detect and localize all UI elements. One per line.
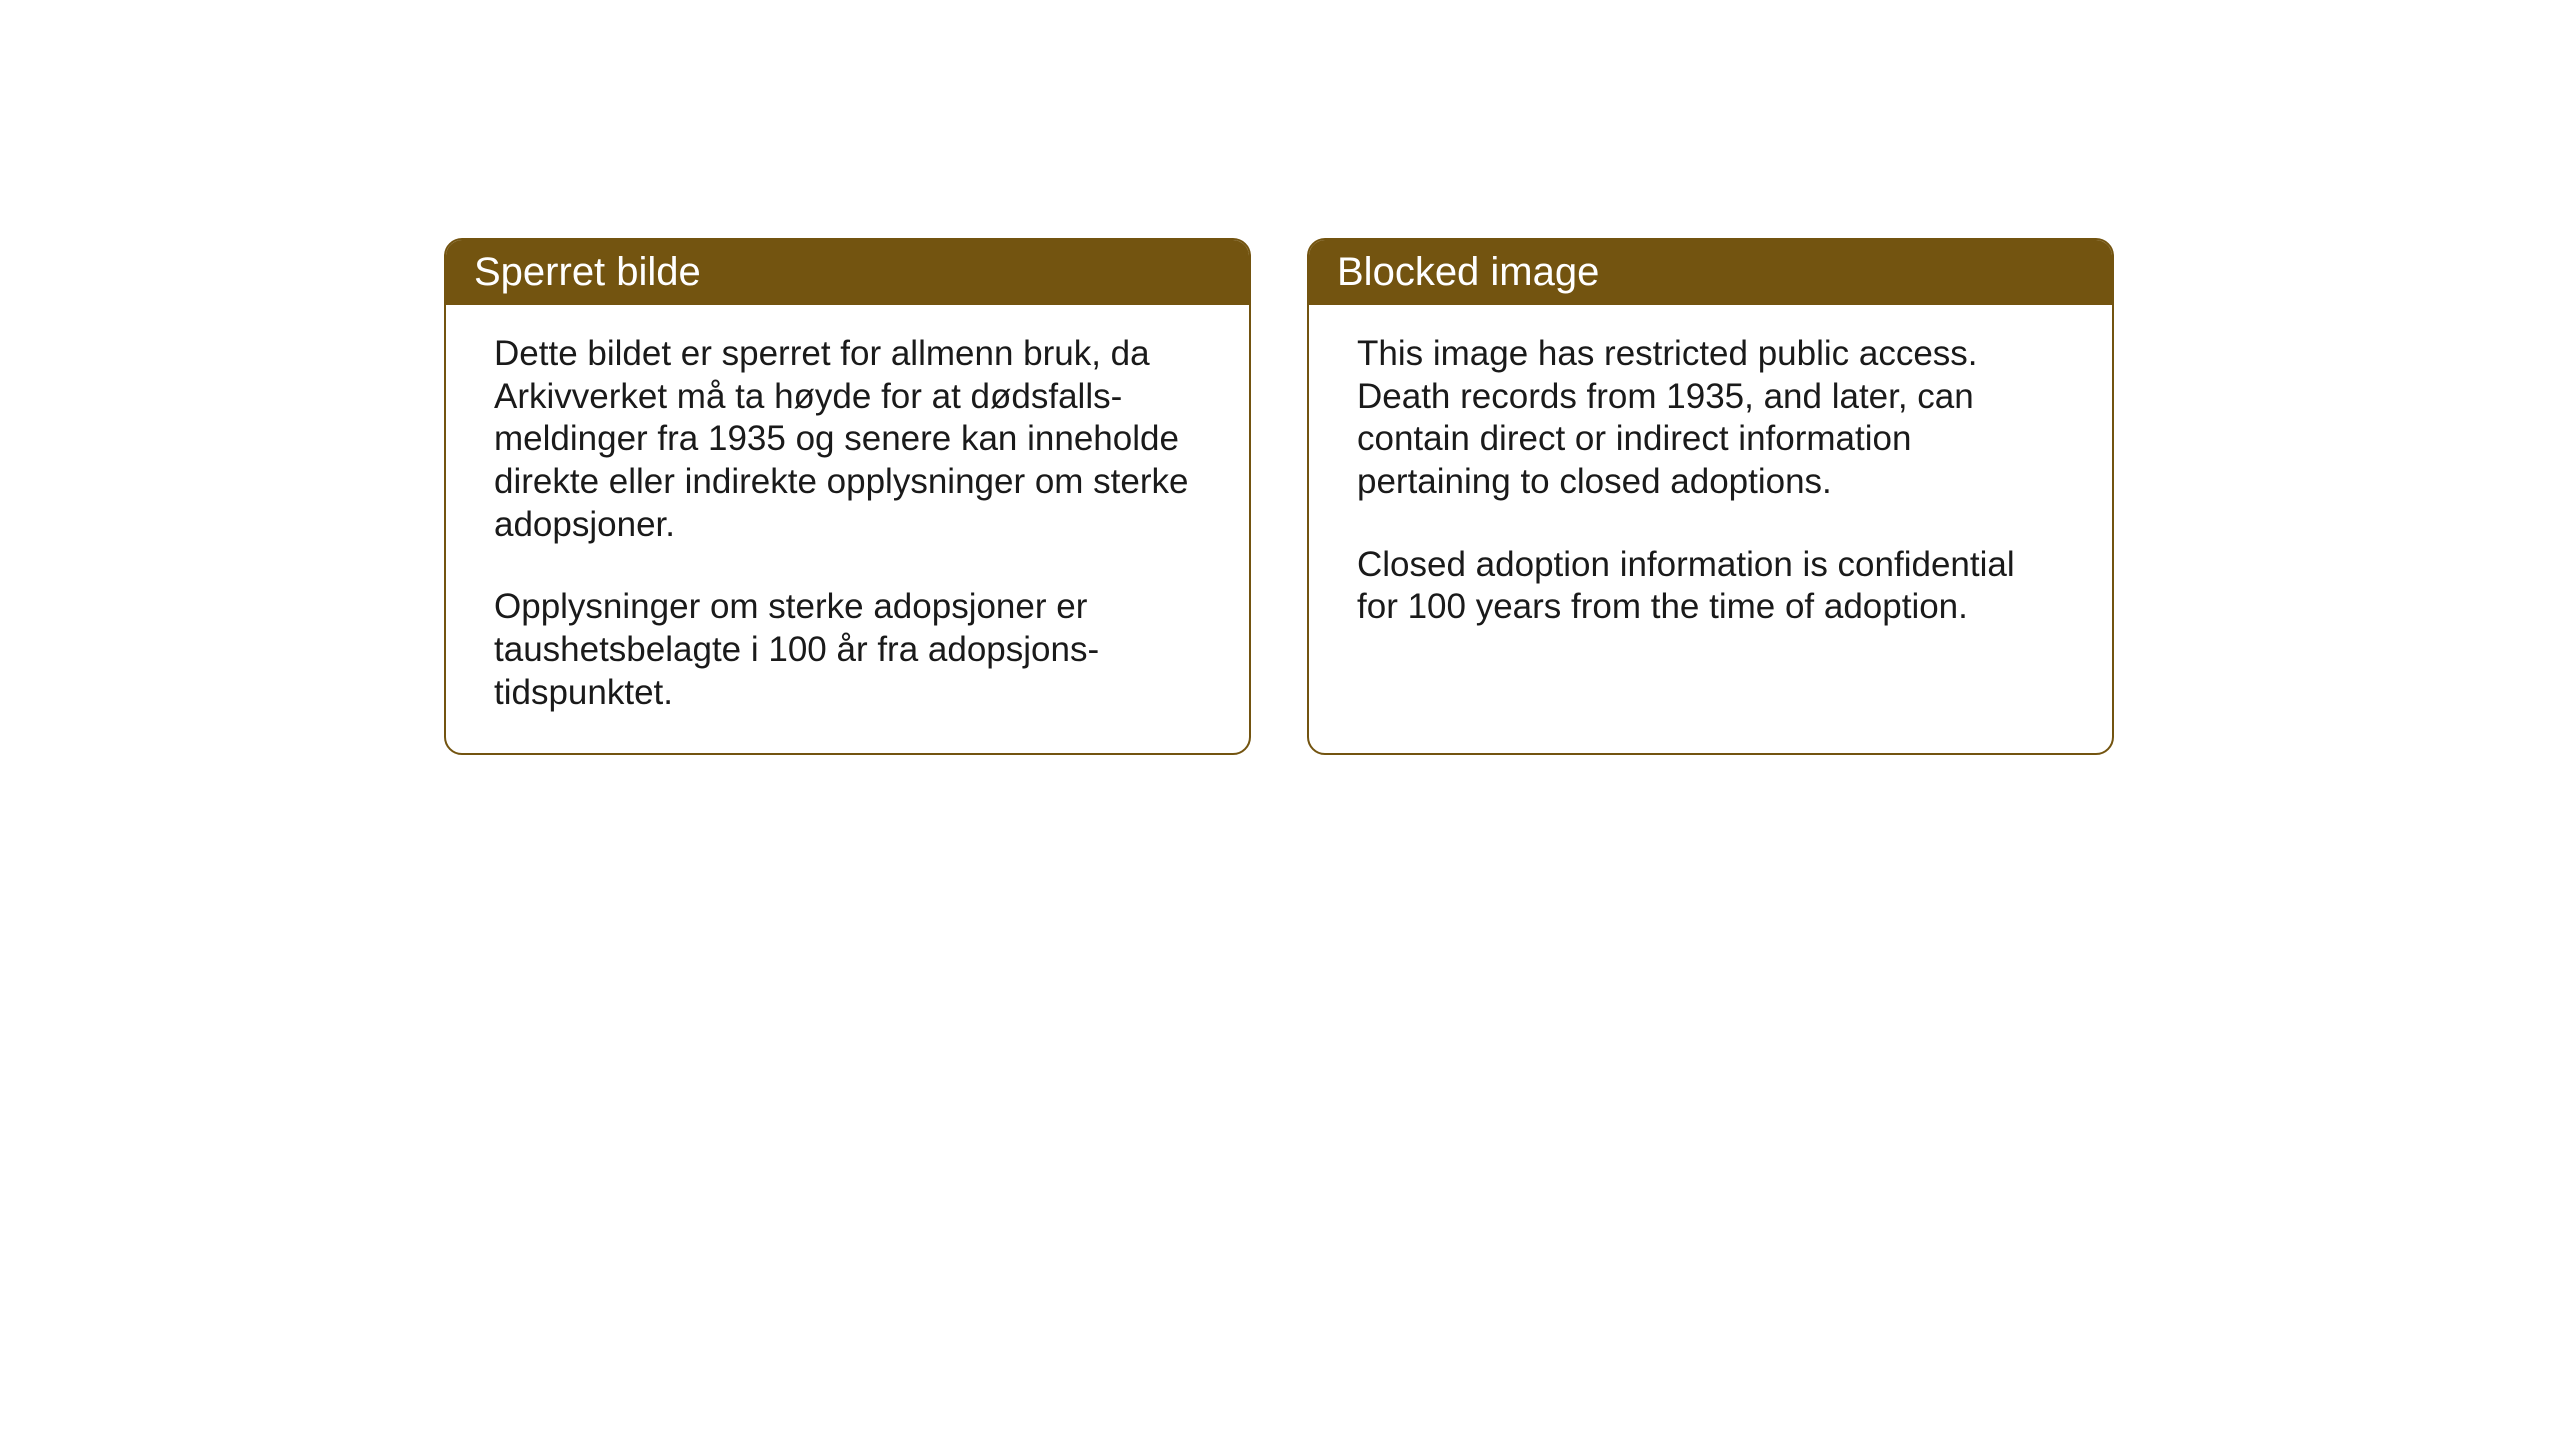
notice-container: Sperret bilde Dette bildet er sperret fo… — [444, 238, 2114, 755]
norwegian-card-body: Dette bildet er sperret for allmenn bruk… — [446, 305, 1249, 753]
english-notice-card: Blocked image This image has restricted … — [1307, 238, 2114, 755]
norwegian-paragraph-2: Opplysninger om sterke adopsjoner er tau… — [494, 586, 1201, 714]
norwegian-card-title: Sperret bilde — [446, 240, 1249, 305]
english-paragraph-2: Closed adoption information is confident… — [1357, 544, 2064, 629]
english-paragraph-1: This image has restricted public access.… — [1357, 333, 2064, 504]
english-card-body: This image has restricted public access.… — [1309, 305, 2112, 667]
norwegian-paragraph-1: Dette bildet er sperret for allmenn bruk… — [494, 333, 1201, 546]
norwegian-notice-card: Sperret bilde Dette bildet er sperret fo… — [444, 238, 1251, 755]
english-card-title: Blocked image — [1309, 240, 2112, 305]
